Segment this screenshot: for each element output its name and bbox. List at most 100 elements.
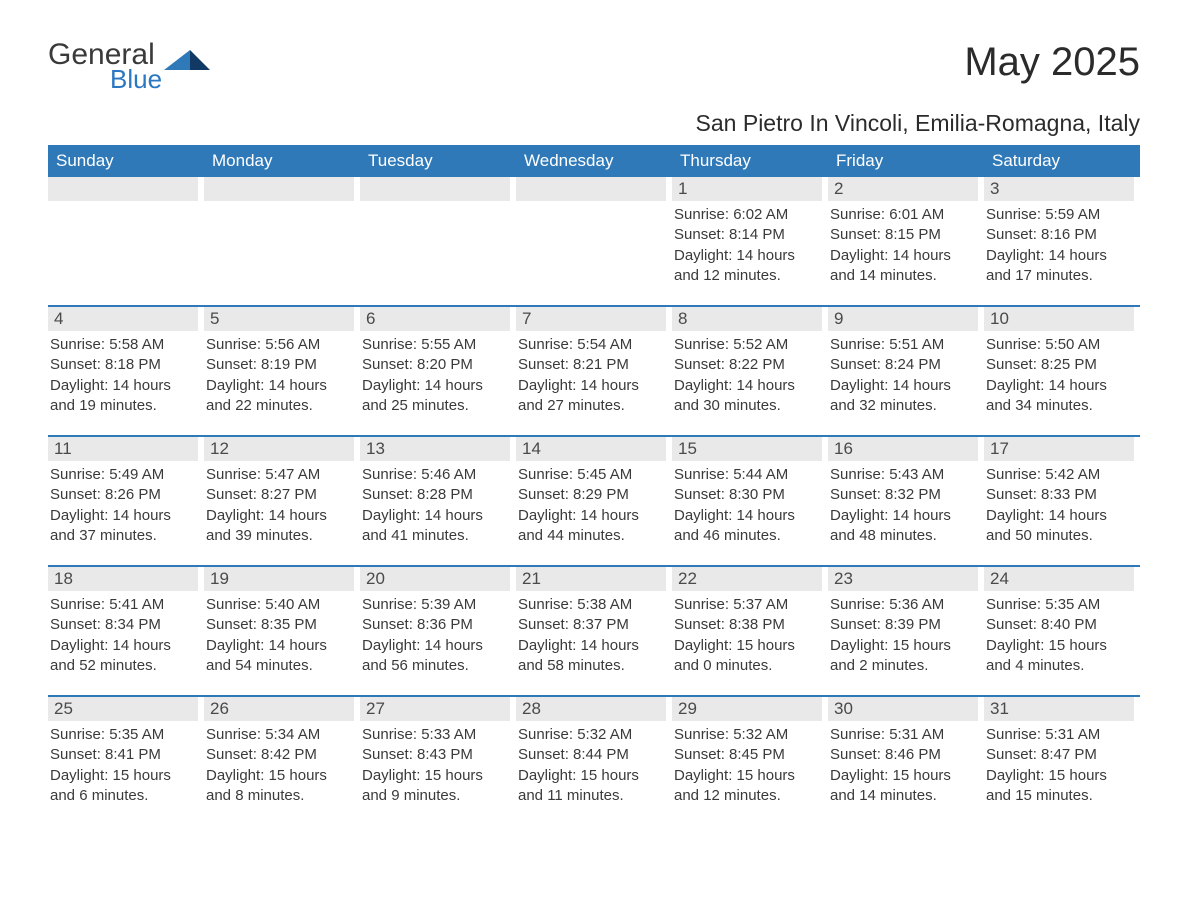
daylight-text: Daylight: 14 hours and 22 minutes. — [206, 376, 352, 417]
day-cell: 22Sunrise: 5:37 AMSunset: 8:38 PMDayligh… — [672, 567, 828, 681]
day-cell: 20Sunrise: 5:39 AMSunset: 8:36 PMDayligh… — [360, 567, 516, 681]
sunrise-text: Sunrise: 5:35 AM — [986, 595, 1132, 615]
daylight-text: Daylight: 14 hours and 34 minutes. — [986, 376, 1132, 417]
sunset-text: Sunset: 8:25 PM — [986, 355, 1132, 375]
weekday-header-row: SundayMondayTuesdayWednesdayThursdayFrid… — [48, 145, 1140, 177]
day-details: Sunrise: 5:55 AMSunset: 8:20 PMDaylight:… — [360, 331, 510, 421]
day-details: Sunrise: 5:54 AMSunset: 8:21 PMDaylight:… — [516, 331, 666, 421]
sunrise-text: Sunrise: 5:31 AM — [830, 725, 976, 745]
sunset-text: Sunset: 8:41 PM — [50, 745, 196, 765]
day-cell: 9Sunrise: 5:51 AMSunset: 8:24 PMDaylight… — [828, 307, 984, 421]
daylight-text: Daylight: 15 hours and 2 minutes. — [830, 636, 976, 677]
day-cell: 19Sunrise: 5:40 AMSunset: 8:35 PMDayligh… — [204, 567, 360, 681]
day-number: 30 — [828, 697, 978, 721]
day-number: 22 — [672, 567, 822, 591]
day-number: 19 — [204, 567, 354, 591]
day-number: 10 — [984, 307, 1134, 331]
weekday-header-cell: Sunday — [48, 145, 204, 177]
day-details: Sunrise: 5:41 AMSunset: 8:34 PMDaylight:… — [48, 591, 198, 681]
sunset-text: Sunset: 8:19 PM — [206, 355, 352, 375]
day-number: 20 — [360, 567, 510, 591]
weekday-header-cell: Friday — [828, 145, 984, 177]
day-details: Sunrise: 5:32 AMSunset: 8:45 PMDaylight:… — [672, 721, 822, 811]
sunrise-text: Sunrise: 5:37 AM — [674, 595, 820, 615]
day-number: 15 — [672, 437, 822, 461]
day-cell: 4Sunrise: 5:58 AMSunset: 8:18 PMDaylight… — [48, 307, 204, 421]
sunset-text: Sunset: 8:26 PM — [50, 485, 196, 505]
week-row: 11Sunrise: 5:49 AMSunset: 8:26 PMDayligh… — [48, 435, 1140, 551]
day-cell: 25Sunrise: 5:35 AMSunset: 8:41 PMDayligh… — [48, 697, 204, 811]
day-cell: 23Sunrise: 5:36 AMSunset: 8:39 PMDayligh… — [828, 567, 984, 681]
day-number: 4 — [48, 307, 198, 331]
day-cell: 24 Sunrise: 5:35 AMSunset: 8:40 PMDayligh… — [984, 567, 1140, 681]
sunrise-text: Sunrise: 5:40 AM — [206, 595, 352, 615]
day-number: 14 — [516, 437, 666, 461]
day-cell: 2Sunrise: 6:01 AMSunset: 8:15 PMDaylight… — [828, 177, 984, 291]
day-details: Sunrise: 5:32 AMSunset: 8:44 PMDaylight:… — [516, 721, 666, 811]
day-details — [204, 201, 354, 291]
weekday-header-cell: Tuesday — [360, 145, 516, 177]
brand-logo: General Blue — [48, 40, 210, 92]
day-details: Sunrise: 5:40 AMSunset: 8:35 PMDaylight:… — [204, 591, 354, 681]
sunset-text: Sunset: 8:46 PM — [830, 745, 976, 765]
day-cell: 16Sunrise: 5:43 AMSunset: 8:32 PMDayligh… — [828, 437, 984, 551]
day-details: Sunrise: 6:02 AMSunset: 8:14 PMDaylight:… — [672, 201, 822, 291]
day-details: Sunrise: 5:59 AMSunset: 8:16 PMDaylight:… — [984, 201, 1134, 291]
day-details: Sunrise: 5:51 AMSunset: 8:24 PMDaylight:… — [828, 331, 978, 421]
day-details: Sunrise: 5:31 AMSunset: 8:46 PMDaylight:… — [828, 721, 978, 811]
sunset-text: Sunset: 8:43 PM — [362, 745, 508, 765]
day-cell — [48, 177, 204, 291]
daylight-text: Daylight: 15 hours and 12 minutes. — [674, 766, 820, 807]
day-number: 27 — [360, 697, 510, 721]
sunrise-text: Sunrise: 5:46 AM — [362, 465, 508, 485]
day-cell — [516, 177, 672, 291]
day-details: Sunrise: 5:58 AMSunset: 8:18 PMDaylight:… — [48, 331, 198, 421]
day-cell: 14Sunrise: 5:45 AMSunset: 8:29 PMDayligh… — [516, 437, 672, 551]
sunrise-text: Sunrise: 6:01 AM — [830, 205, 976, 225]
day-cell: 10 Sunrise: 5:50 AMSunset: 8:25 PMDayligh… — [984, 307, 1140, 421]
day-number: 9 — [828, 307, 978, 331]
day-cell: 29Sunrise: 5:32 AMSunset: 8:45 PMDayligh… — [672, 697, 828, 811]
sunset-text: Sunset: 8:40 PM — [986, 615, 1132, 635]
day-details: Sunrise: 5:38 AMSunset: 8:37 PMDaylight:… — [516, 591, 666, 681]
daylight-text: Daylight: 14 hours and 50 minutes. — [986, 506, 1132, 547]
day-details: Sunrise: 5:35 AMSunset: 8:41 PMDaylight:… — [48, 721, 198, 811]
day-number — [204, 177, 354, 201]
day-details: Sunrise: 5:42 AMSunset: 8:33 PMDaylight:… — [984, 461, 1134, 551]
weekday-header-cell: Wednesday — [516, 145, 672, 177]
sunrise-text: Sunrise: 5:43 AM — [830, 465, 976, 485]
daylight-text: Daylight: 14 hours and 54 minutes. — [206, 636, 352, 677]
daylight-text: Daylight: 15 hours and 15 minutes. — [986, 766, 1132, 807]
sunrise-text: Sunrise: 5:52 AM — [674, 335, 820, 355]
sunrise-text: Sunrise: 5:50 AM — [986, 335, 1132, 355]
week-row: 18Sunrise: 5:41 AMSunset: 8:34 PMDayligh… — [48, 565, 1140, 681]
week-row: 25Sunrise: 5:35 AMSunset: 8:41 PMDayligh… — [48, 695, 1140, 811]
day-number — [516, 177, 666, 201]
day-number: 23 — [828, 567, 978, 591]
sunrise-text: Sunrise: 5:34 AM — [206, 725, 352, 745]
day-cell: 30Sunrise: 5:31 AMSunset: 8:46 PMDayligh… — [828, 697, 984, 811]
sunset-text: Sunset: 8:34 PM — [50, 615, 196, 635]
daylight-text: Daylight: 15 hours and 0 minutes. — [674, 636, 820, 677]
daylight-text: Daylight: 14 hours and 44 minutes. — [518, 506, 664, 547]
daylight-text: Daylight: 15 hours and 4 minutes. — [986, 636, 1132, 677]
day-number: 24 — [984, 567, 1134, 591]
brand-word2: Blue — [110, 66, 162, 92]
sunrise-text: Sunrise: 5:39 AM — [362, 595, 508, 615]
day-details: Sunrise: 5:46 AMSunset: 8:28 PMDaylight:… — [360, 461, 510, 551]
day-details: Sunrise: 5:49 AMSunset: 8:26 PMDaylight:… — [48, 461, 198, 551]
sunset-text: Sunset: 8:44 PM — [518, 745, 664, 765]
sunrise-text: Sunrise: 5:56 AM — [206, 335, 352, 355]
day-cell: 7Sunrise: 5:54 AMSunset: 8:21 PMDaylight… — [516, 307, 672, 421]
sunset-text: Sunset: 8:30 PM — [674, 485, 820, 505]
day-cell — [204, 177, 360, 291]
day-cell: 28Sunrise: 5:32 AMSunset: 8:44 PMDayligh… — [516, 697, 672, 811]
day-number — [48, 177, 198, 201]
day-number: 16 — [828, 437, 978, 461]
sunrise-text: Sunrise: 5:42 AM — [986, 465, 1132, 485]
day-cell: 5Sunrise: 5:56 AMSunset: 8:19 PMDaylight… — [204, 307, 360, 421]
daylight-text: Daylight: 14 hours and 46 minutes. — [674, 506, 820, 547]
sunrise-text: Sunrise: 5:35 AM — [50, 725, 196, 745]
day-details: Sunrise: 5:37 AMSunset: 8:38 PMDaylight:… — [672, 591, 822, 681]
sunset-text: Sunset: 8:39 PM — [830, 615, 976, 635]
